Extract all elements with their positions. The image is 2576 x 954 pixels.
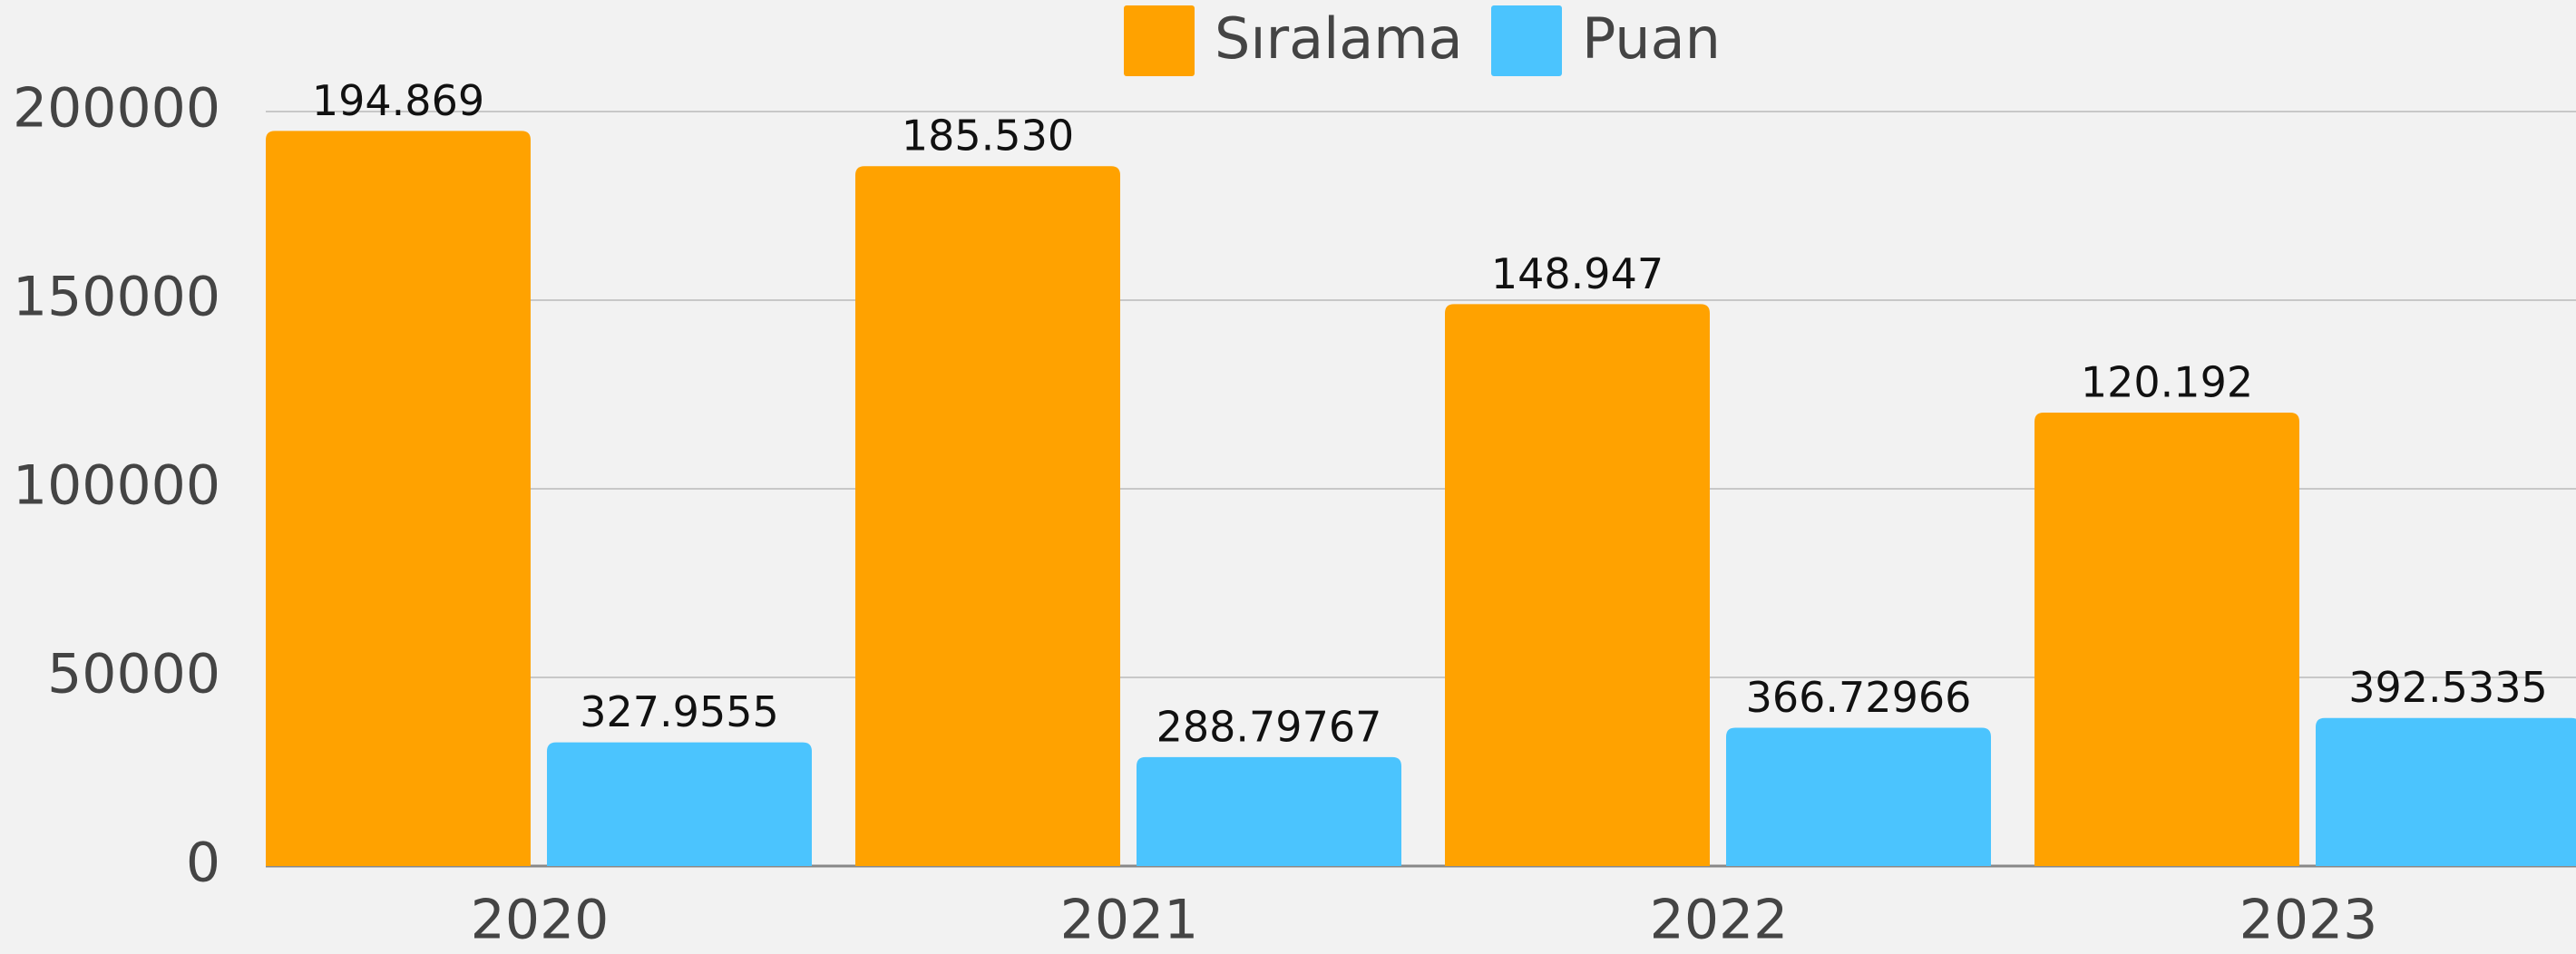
legend-label: Sıralama [1215,5,1463,72]
y-tick-label: 150000 [13,266,220,329]
x-tick-label: 2023 [2239,889,2378,952]
x-tick-label: 2021 [1060,889,1199,952]
legend-swatch [1491,5,1562,76]
bar [266,131,531,866]
bar [1137,756,1401,866]
data-label: 148.947 [1491,249,1664,298]
x-tick-label: 2020 [471,889,610,952]
x-tick-label: 2022 [1650,889,1789,952]
legend-label: Puan [1582,5,1721,72]
y-tick-label: 50000 [47,643,220,706]
y-tick-label: 100000 [13,454,220,518]
bar [547,742,812,866]
bar [1445,304,1710,866]
data-label: 120.192 [2081,358,2253,407]
y-tick-label: 200000 [13,77,220,141]
data-label: 327.9555 [580,687,779,736]
data-label: 194.869 [312,76,484,125]
bar [2316,717,2576,866]
data-label: 185.530 [902,112,1074,161]
data-label: 366.72966 [1746,673,1972,722]
bar [1726,727,1991,866]
y-tick-label: 0 [186,832,220,895]
legend-swatch [1124,5,1195,76]
bar [855,166,1120,867]
bar [2034,413,2299,866]
data-label: 288.79767 [1156,702,1382,751]
data-label: 392.5335 [2348,663,2548,712]
